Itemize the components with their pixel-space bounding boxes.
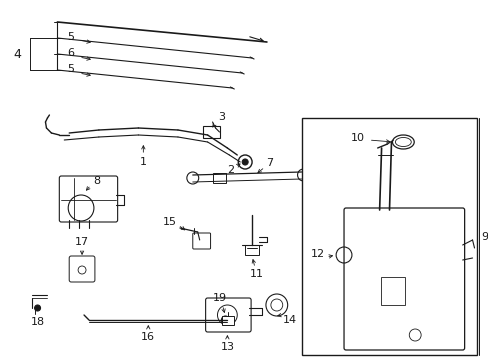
- Text: 15: 15: [163, 217, 177, 227]
- Text: 16: 16: [141, 332, 155, 342]
- Bar: [222, 316, 234, 325]
- Text: 3: 3: [218, 112, 224, 122]
- Circle shape: [35, 305, 41, 311]
- Circle shape: [221, 316, 229, 324]
- Text: 17: 17: [75, 237, 89, 247]
- FancyBboxPatch shape: [59, 176, 118, 222]
- FancyBboxPatch shape: [192, 233, 210, 249]
- Text: 10: 10: [350, 133, 364, 143]
- Text: 12: 12: [311, 249, 325, 259]
- Text: 2: 2: [226, 165, 233, 175]
- Text: 19: 19: [212, 293, 226, 303]
- Text: 18: 18: [30, 317, 44, 327]
- Bar: [202, 126, 220, 138]
- FancyBboxPatch shape: [344, 208, 464, 350]
- Circle shape: [242, 159, 247, 165]
- Bar: [244, 245, 259, 255]
- FancyBboxPatch shape: [69, 256, 95, 282]
- Text: 6: 6: [67, 48, 75, 58]
- Text: 8: 8: [93, 176, 100, 186]
- Bar: [301, 118, 476, 355]
- FancyBboxPatch shape: [205, 298, 251, 332]
- Bar: [380, 277, 405, 305]
- Bar: [212, 173, 226, 183]
- Text: 11: 11: [249, 269, 264, 279]
- Text: 1: 1: [140, 157, 146, 167]
- Text: 13: 13: [220, 342, 234, 352]
- Text: 4: 4: [14, 48, 21, 60]
- Text: 5: 5: [67, 32, 75, 42]
- Text: 9: 9: [481, 232, 488, 242]
- Text: 14: 14: [282, 315, 296, 325]
- Text: 5: 5: [67, 64, 75, 74]
- Text: 7: 7: [266, 158, 273, 168]
